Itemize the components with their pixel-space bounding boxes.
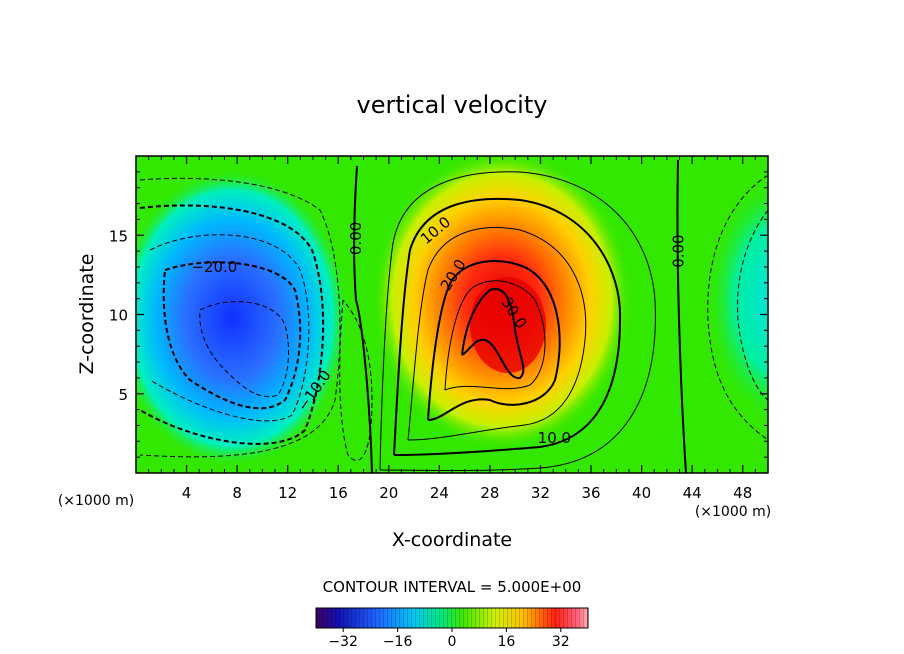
x-tick-label: 4 bbox=[182, 484, 192, 502]
x-tick-label: 20 bbox=[379, 484, 398, 502]
contour-label: 0.00 bbox=[669, 234, 687, 267]
downdraft-core-right bbox=[705, 176, 768, 424]
contour-label: −20.0 bbox=[191, 258, 237, 276]
contour-zero-right bbox=[676, 159, 687, 473]
colorbar: −32 −16 0 16 32 bbox=[315, 607, 589, 650]
x-tick-label: 40 bbox=[632, 484, 651, 502]
x-tick-label: 24 bbox=[430, 484, 449, 502]
y-tick-label: 15 bbox=[109, 227, 128, 245]
contour-zero-left bbox=[353, 165, 373, 473]
colorbar-tick-label: −16 bbox=[383, 634, 413, 650]
x-unit-left: (×1000 m) bbox=[58, 493, 134, 509]
contour-neg-15 bbox=[149, 234, 310, 422]
x-tick-label: 16 bbox=[329, 484, 348, 502]
contour-neg-mid bbox=[339, 299, 373, 461]
y-axis: 5 10 15 bbox=[109, 171, 768, 458]
x-tick-label: 32 bbox=[531, 484, 550, 502]
colorbar-ticks: −32 −16 0 16 32 bbox=[328, 628, 570, 650]
contour-neg-right-5 bbox=[707, 174, 768, 441]
x-axis-label: X-coordinate bbox=[392, 529, 512, 551]
downdraft-core-left bbox=[136, 168, 350, 468]
x-unit-right: (×1000 m) bbox=[695, 504, 771, 520]
colorbar-tick-label: −32 bbox=[328, 634, 358, 650]
colorbar-tick-label: 32 bbox=[552, 634, 570, 650]
contour-pos-30 bbox=[461, 288, 525, 379]
contour-neg-right-10 bbox=[737, 209, 768, 401]
x-tick-label: 44 bbox=[683, 484, 702, 502]
contour-interval: CONTOUR INTERVAL = 5.000E+00 bbox=[323, 578, 582, 596]
contour-neg-10 bbox=[139, 204, 325, 445]
updraft-peak bbox=[470, 277, 546, 373]
x-tick-label: 36 bbox=[581, 484, 600, 502]
y-axis-label: Z-coordinate bbox=[76, 254, 98, 375]
contour-pos-20 bbox=[427, 260, 561, 421]
x-tick-label: 8 bbox=[232, 484, 242, 502]
contour-pos-10 bbox=[393, 197, 622, 456]
plot-area: 0.00 10.020.030.00.00−20.0−10.010.0 bbox=[136, 156, 768, 473]
y-tick-label: 5 bbox=[118, 386, 128, 404]
contour-neg-20 bbox=[162, 261, 302, 410]
colorbar-bands bbox=[316, 608, 588, 628]
x-tick-label: 12 bbox=[278, 484, 297, 502]
contour-lines bbox=[139, 159, 768, 473]
x-axis: 4 8 12 16 20 24 28 32 36 40 44 48 bbox=[148, 156, 756, 502]
x-tick-label: 28 bbox=[480, 484, 499, 502]
contour-label: 10.0 bbox=[538, 429, 571, 447]
contour-pos-5 bbox=[379, 171, 656, 471]
contour-label: 0.00 bbox=[347, 222, 365, 255]
x-tick-label: 48 bbox=[733, 484, 752, 502]
colorbar-tick-label: 0 bbox=[448, 634, 457, 650]
contour-pos-15 bbox=[407, 227, 587, 441]
contour-pos-25 bbox=[444, 280, 546, 391]
colorbar-tick-label: 16 bbox=[497, 634, 515, 650]
chart-title: vertical velocity bbox=[357, 91, 548, 119]
y-tick-label: 10 bbox=[109, 307, 128, 325]
